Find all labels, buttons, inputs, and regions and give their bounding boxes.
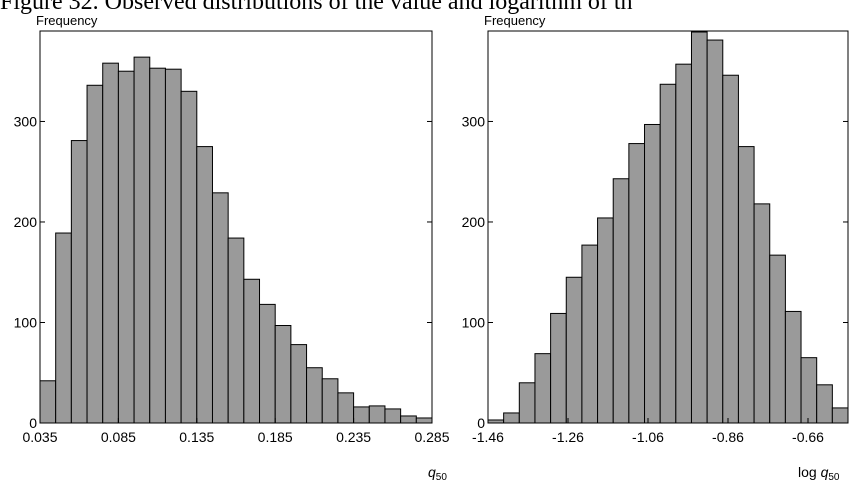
x-axis-title-right-main: q (821, 464, 829, 480)
bar (415, 417, 433, 424)
bar (39, 380, 57, 424)
bar (368, 405, 386, 424)
bar (644, 123, 661, 424)
bar (550, 312, 567, 424)
bar (831, 407, 849, 424)
bar (597, 217, 614, 424)
y-tick-label: 200 (14, 214, 38, 230)
x-tick-label: -1.06 (632, 429, 664, 445)
y-ticks-left: 0 100 200 300 (14, 113, 432, 431)
x-tick-label: 0.035 (22, 429, 57, 445)
bar (321, 378, 339, 424)
x-tick-label: 0.185 (258, 429, 293, 445)
bar (164, 68, 182, 424)
bar (690, 31, 708, 424)
y-tick-label: 300 (14, 113, 38, 129)
bar (816, 384, 833, 424)
x-tick-label: -0.66 (792, 429, 824, 445)
histogram-log-q50: Frequency 0 100 200 300 -1.46 -1.26 -1.06 -0.8… (462, 13, 849, 481)
bar (196, 146, 213, 424)
y-tick-label: 100 (14, 314, 38, 330)
bar (306, 367, 323, 424)
bar (211, 192, 229, 424)
x-tick-label: -0.86 (712, 429, 744, 445)
bar (70, 140, 88, 424)
y-tick-label: 100 (462, 314, 486, 330)
figure-caption: Figure 32. Observed distributions of the… (0, 0, 633, 15)
bar (706, 39, 724, 424)
bar (55, 232, 72, 424)
bar (133, 56, 151, 424)
y-tick-label: 200 (462, 214, 486, 230)
x-axis-title-left-sub: 50 (436, 472, 448, 481)
x-tick-label: -1.26 (552, 429, 584, 445)
bar (337, 392, 355, 424)
y-axis-title-right: Frequency (484, 13, 546, 28)
x-axis-title-left-main: q (428, 464, 436, 480)
bar (737, 146, 755, 424)
x-tick-label: 0.135 (179, 429, 214, 445)
histogram-q50: Frequency 0 100 200 300 0.035 0.085 0.135 0.18… (14, 13, 450, 481)
bar (518, 382, 536, 424)
plot-frame-right (487, 30, 849, 424)
bar (784, 310, 802, 424)
bar (353, 406, 370, 424)
bar (384, 408, 402, 424)
y-ticks-right: 0 100 200 300 (462, 113, 848, 431)
bar (274, 325, 292, 424)
y-tick-label: 0 (29, 415, 37, 431)
bar (102, 62, 119, 424)
bar (180, 90, 198, 424)
bars-left (39, 56, 433, 424)
bar (675, 63, 692, 424)
x-axis-title-right-log: log (798, 464, 821, 480)
x-ticks-left: 0.035 0.085 0.135 0.185 0.235 0.285 (22, 418, 450, 445)
bars-right (487, 31, 849, 424)
bar (503, 412, 520, 424)
x-ticks-right: -1.46 -1.26 -1.06 -0.86 -0.66 (472, 418, 824, 445)
bar (86, 84, 104, 424)
bar (290, 344, 308, 424)
bar (227, 237, 245, 424)
x-tick-label: 0.085 (101, 429, 136, 445)
bar (800, 357, 818, 424)
bar (149, 67, 166, 424)
bar (243, 278, 261, 424)
bar (612, 178, 630, 424)
x-axis-title-left: q50 (428, 464, 447, 481)
bar (659, 83, 677, 424)
x-axis-title-right: log q50 (798, 464, 840, 481)
x-axis-title-right-sub: 50 (828, 472, 840, 481)
x-tick-label: -1.46 (472, 429, 504, 445)
bar (400, 415, 417, 424)
x-tick-label: 0.235 (336, 429, 371, 445)
y-axis-title-left: Frequency (36, 13, 98, 28)
bar (722, 74, 739, 424)
bar (753, 203, 771, 424)
bar (565, 276, 583, 424)
y-tick-label: 300 (462, 113, 486, 129)
bar (769, 254, 786, 424)
x-tick-label: 0.285 (414, 429, 449, 445)
bar (259, 303, 276, 424)
bar (581, 244, 599, 424)
plot-frame-left (39, 30, 433, 424)
bar (117, 70, 135, 424)
y-tick-label: 0 (477, 415, 485, 431)
bar (628, 143, 646, 424)
bar (534, 353, 552, 424)
